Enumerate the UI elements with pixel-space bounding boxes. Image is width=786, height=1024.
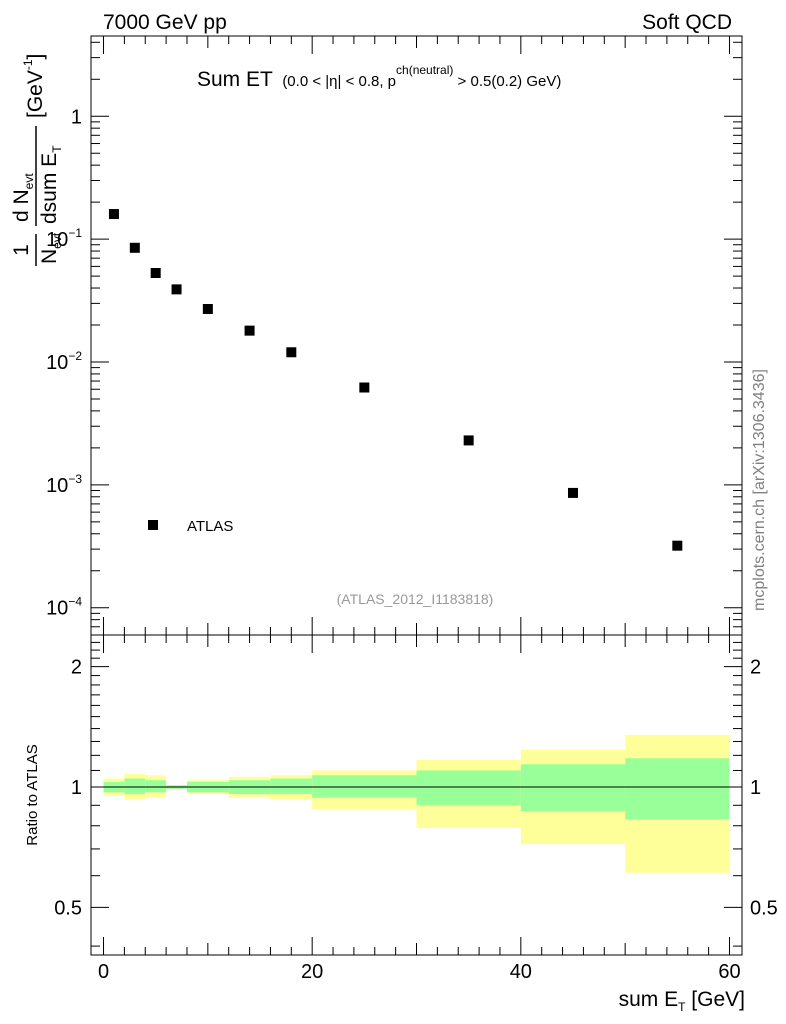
upper-ytick-base: 10 <box>46 475 68 497</box>
lower-ytick-label-right: 2 <box>750 657 761 679</box>
xtick-label: 40 <box>510 961 532 983</box>
plot-title: Sum ET (0.0 < |η| < 0.8, pch(neutral) > … <box>197 63 561 91</box>
ratio-band-inner <box>625 758 730 820</box>
xlabel-main: sum E <box>619 988 679 1011</box>
ylabel-nevt-sub: evt <box>50 232 64 249</box>
data-point <box>202 303 213 314</box>
upper-ytick-label: 1 <box>71 106 82 128</box>
ratio-band-inner <box>520 764 626 812</box>
side-label: mcplots.cern.ch [arXiv:1306.3436] <box>751 369 768 611</box>
header-right: Soft QCD <box>642 11 732 34</box>
lower-x-ticks: 0 20 40 60 <box>98 635 741 983</box>
ylabel-dn: d Nevt <box>10 173 36 222</box>
ylabel-unit: [GeV-1] <box>21 54 47 118</box>
lower-y-ticks: 0.5 0.5 1 1 2 2 <box>54 634 778 947</box>
data-point <box>150 268 161 279</box>
ratio-band-inner <box>270 778 313 795</box>
ylabel-unit-sup: -1 <box>21 59 35 70</box>
ylabel-dn-sub: evt <box>22 173 36 190</box>
xtick-label: 60 <box>718 961 740 983</box>
legend: ATLAS <box>148 518 233 535</box>
upper-ytick-label: 10−4 <box>46 595 82 620</box>
plot-title-eta: η <box>329 73 337 90</box>
upper-ytick-label: 10−3 <box>46 472 82 497</box>
lower-y-label: Ratio to ATLAS <box>24 744 41 845</box>
plot-title-cut-a: (0.0 < | <box>282 73 329 90</box>
upper-ytick-base: 10 <box>46 598 68 620</box>
lower-ytick-label-right: 0.5 <box>750 897 778 919</box>
upper-ytick-exp: −3 <box>68 472 82 486</box>
upper-ytick-exp: −4 <box>68 595 82 609</box>
data-point <box>567 487 578 498</box>
ratio-band-inner <box>312 775 417 798</box>
ylabel-one: 1 <box>10 244 33 256</box>
data-points <box>108 209 683 551</box>
lower-ytick-label-left: 1 <box>71 777 82 799</box>
lower-ytick-label-left: 0.5 <box>54 897 82 919</box>
plot-title-cut-sup: ch(neutral) <box>396 63 453 77</box>
upper-x-ticks <box>103 36 730 635</box>
upper-ytick-exp: −2 <box>68 349 82 363</box>
lower-panel: 0.5 0.5 1 1 2 2 0 20 40 60 <box>54 634 778 983</box>
header-left: 7000 GeV pp <box>103 11 227 34</box>
upper-y-label: 1 Nevt d Nevt dsum ET [GeV-1] <box>10 54 64 266</box>
data-point <box>359 382 370 393</box>
x-axis-label: sum ET [GeV] <box>619 988 745 1014</box>
ylabel-dn-main: d N <box>10 189 33 222</box>
lower-ytick-label-right: 1 <box>750 777 761 799</box>
plot-title-main: Sum ET <box>197 68 273 91</box>
xlabel-sub: T <box>678 1000 686 1014</box>
ylabel-dsum: dsum ET <box>38 145 64 224</box>
upper-panel: 110−110−210−310−4 (ATLAS_2012_I1183818) … <box>46 35 743 636</box>
upper-ytick-label: 10−1 <box>46 226 82 251</box>
data-point <box>244 325 255 336</box>
analysis-ref: (ATLAS_2012_I1183818) <box>337 591 494 607</box>
plot-title-cut-b: | < 0.8, p <box>338 73 397 90</box>
lower-ytick-label-left: 2 <box>71 657 82 679</box>
ylabel-nevt: Nevt <box>38 232 64 264</box>
ratio-band-inner <box>145 780 167 793</box>
upper-frame <box>90 35 743 636</box>
ylabel-dsum-sub: T <box>50 145 64 153</box>
data-point <box>463 435 474 446</box>
ratio-band-inner <box>124 778 146 795</box>
upper-ytick-label: 10−2 <box>46 349 82 374</box>
legend-label: ATLAS <box>187 518 233 535</box>
xtick-label: 0 <box>98 961 109 983</box>
plot-title-cut-c: > 0.5(0.2) GeV) <box>453 73 561 90</box>
upper-y-ticks: 110−110−210−310−4 <box>46 41 742 636</box>
upper-ytick-base: 10 <box>46 352 68 374</box>
upper-ytick-exp: −1 <box>68 226 82 240</box>
data-point <box>108 209 119 220</box>
ylabel-nevt-n: N <box>38 249 61 264</box>
ylabel-dsum-main: dsum E <box>38 153 61 224</box>
upper-ytick-base: 10 <box>46 229 68 251</box>
legend-marker <box>148 520 158 530</box>
data-point <box>286 347 297 358</box>
data-point <box>129 242 140 253</box>
ylabel-unit-close: ] <box>24 54 47 60</box>
data-point <box>672 540 683 551</box>
xlabel-unit: [GeV] <box>685 988 745 1011</box>
ratio-band-inner <box>416 770 521 806</box>
ylabel-unit-open: [GeV <box>24 70 47 118</box>
data-point <box>171 284 182 295</box>
xtick-label: 20 <box>301 961 323 983</box>
ratio-bands <box>103 734 730 873</box>
